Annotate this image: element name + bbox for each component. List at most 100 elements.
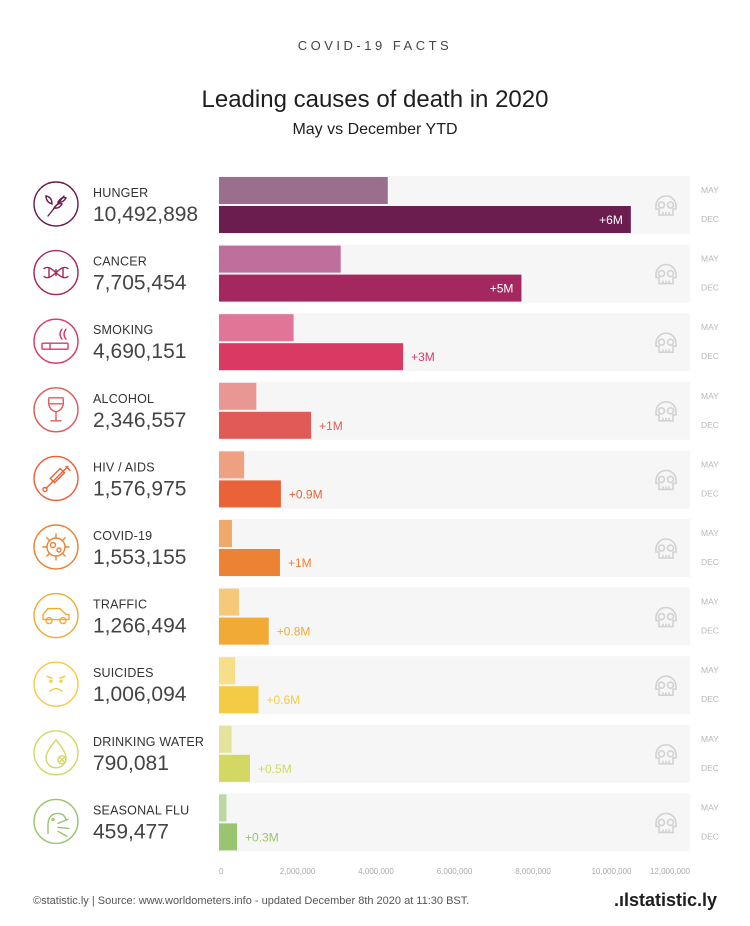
category-row-alcohol: ALCOHOL 2,346,557 +1M MAY DEC — [33, 381, 719, 440]
series-label-dec: DEC — [701, 214, 719, 224]
x-tick-label: 2,000,000 — [280, 867, 316, 876]
bar-dec — [219, 343, 404, 371]
wine-glass-icon — [33, 387, 79, 433]
series-label-dec: DEC — [701, 351, 719, 361]
skull-icon — [655, 538, 677, 559]
row-background — [219, 656, 690, 715]
category-value: 4,690,151 — [93, 340, 186, 363]
category-row-suicides: SUICIDES 1,006,094 +0.6M MAY DEC — [33, 656, 719, 715]
bar-may — [219, 794, 227, 822]
wheat-icon — [33, 181, 79, 227]
syringe-icon — [33, 455, 79, 502]
diff-label: +0.5M — [258, 762, 292, 776]
x-tick-label: 4,000,000 — [358, 867, 394, 876]
bar-may — [219, 314, 294, 342]
skull-icon — [655, 606, 677, 628]
series-label-dec: DEC — [701, 626, 719, 636]
diff-label: +0.8M — [277, 625, 311, 639]
bar-chart: HUNGER 10,492,898 +6M MAY DEC CANCER 7,705,454… — [33, 176, 719, 876]
skull-icon — [655, 332, 677, 354]
skull-icon — [655, 744, 677, 765]
sneeze-icon — [33, 798, 79, 845]
bar-dec — [219, 823, 238, 851]
category-value: 459,477 — [93, 820, 169, 843]
bar-may — [219, 588, 240, 616]
bar-may — [219, 451, 245, 479]
skull-icon — [655, 401, 677, 422]
bar-dec — [219, 686, 259, 714]
car-icon — [33, 592, 79, 639]
series-label-may: MAY — [701, 665, 719, 675]
category-label: SMOKING — [93, 323, 153, 337]
bar-dec — [219, 411, 312, 439]
bar-dec — [219, 480, 281, 508]
diff-label: +5M — [490, 282, 514, 296]
cigarette-icon — [33, 318, 79, 364]
category-value: 10,492,898 — [93, 203, 198, 226]
category-value: 7,705,454 — [93, 272, 187, 295]
skull-icon — [655, 812, 677, 834]
category-label: HIV / AIDS — [93, 460, 155, 474]
series-label-may: MAY — [701, 391, 719, 401]
bar-dec — [219, 274, 522, 302]
bar-may — [219, 245, 341, 273]
skull-icon — [655, 195, 677, 216]
series-label-dec: DEC — [701, 831, 719, 841]
category-row-cancer: CANCER 7,705,454 +5M MAY DEC — [33, 244, 719, 303]
diff-label: +0.9M — [289, 487, 323, 501]
skull-icon — [655, 263, 677, 285]
category-label: DRINKING WATER — [93, 735, 204, 749]
category-value: 2,346,557 — [93, 409, 186, 432]
series-label-may: MAY — [701, 254, 719, 264]
category-value: 790,081 — [93, 752, 169, 775]
row-background — [219, 519, 690, 577]
x-tick-label: 0 — [219, 867, 224, 876]
x-tick-label: 6,000,000 — [437, 867, 473, 876]
series-label-may: MAY — [701, 597, 719, 607]
dna-icon — [33, 249, 79, 296]
series-label-dec: DEC — [701, 557, 719, 567]
x-tick-label: 10,000,000 — [591, 867, 632, 876]
series-label-may: MAY — [701, 185, 719, 195]
category-row-hiv: HIV / AIDS 1,576,975 +0.9M MAY DEC — [33, 450, 719, 509]
diff-label: +6M — [599, 213, 623, 227]
category-label: HUNGER — [93, 186, 148, 200]
category-value: 1,576,975 — [93, 477, 186, 500]
diff-label: +3M — [411, 350, 435, 364]
sad-face-icon — [33, 661, 79, 707]
category-label: ALCOHOL — [93, 392, 154, 406]
bar-may — [219, 657, 236, 685]
row-background — [219, 450, 690, 509]
row-background — [219, 793, 690, 852]
category-label: CANCER — [93, 255, 147, 269]
bar-may — [219, 725, 232, 753]
category-row-flu: SEASONAL FLU 459,477 +0.3M MAY DEC — [33, 793, 719, 852]
row-background — [219, 587, 690, 646]
category-value: 1,266,494 — [93, 615, 187, 638]
diff-label: +0.6M — [266, 693, 300, 707]
category-row-smoking: SMOKING 4,690,151 +3M MAY DEC — [33, 313, 719, 372]
bar-dec — [219, 754, 251, 782]
diff-label: +0.3M — [245, 830, 279, 844]
chart-subtitle: May vs December YTD — [292, 121, 458, 138]
category-value: 1,006,094 — [93, 683, 187, 706]
series-label-may: MAY — [701, 802, 719, 812]
category-label: TRAFFIC — [93, 598, 147, 612]
category-label: SUICIDES — [93, 666, 154, 680]
diff-label: +1M — [319, 419, 343, 433]
category-row-hunger: HUNGER 10,492,898 +6M MAY DEC — [33, 176, 719, 234]
diff-label: +1M — [288, 556, 312, 570]
category-row-covid: COVID-19 1,553,155 +1M MAY DEC — [33, 519, 719, 577]
bar-may — [219, 382, 257, 410]
category-row-water: DRINKING WATER 790,081 +0.5M MAY DEC — [33, 724, 719, 783]
brand-logo: .ılstatistic.ly — [613, 890, 717, 910]
bar-may — [219, 177, 388, 204]
series-label-dec: DEC — [701, 283, 719, 293]
series-label-dec: DEC — [701, 488, 719, 498]
bar-dec — [219, 206, 631, 233]
x-tick-label: 8,000,000 — [515, 867, 551, 876]
source-note: ©statistic.ly | Source: www.worldometers… — [33, 895, 470, 907]
water-drop-icon — [33, 730, 79, 776]
chart-title: Leading causes of death in 2020 — [201, 86, 549, 113]
series-label-dec: DEC — [701, 763, 719, 773]
